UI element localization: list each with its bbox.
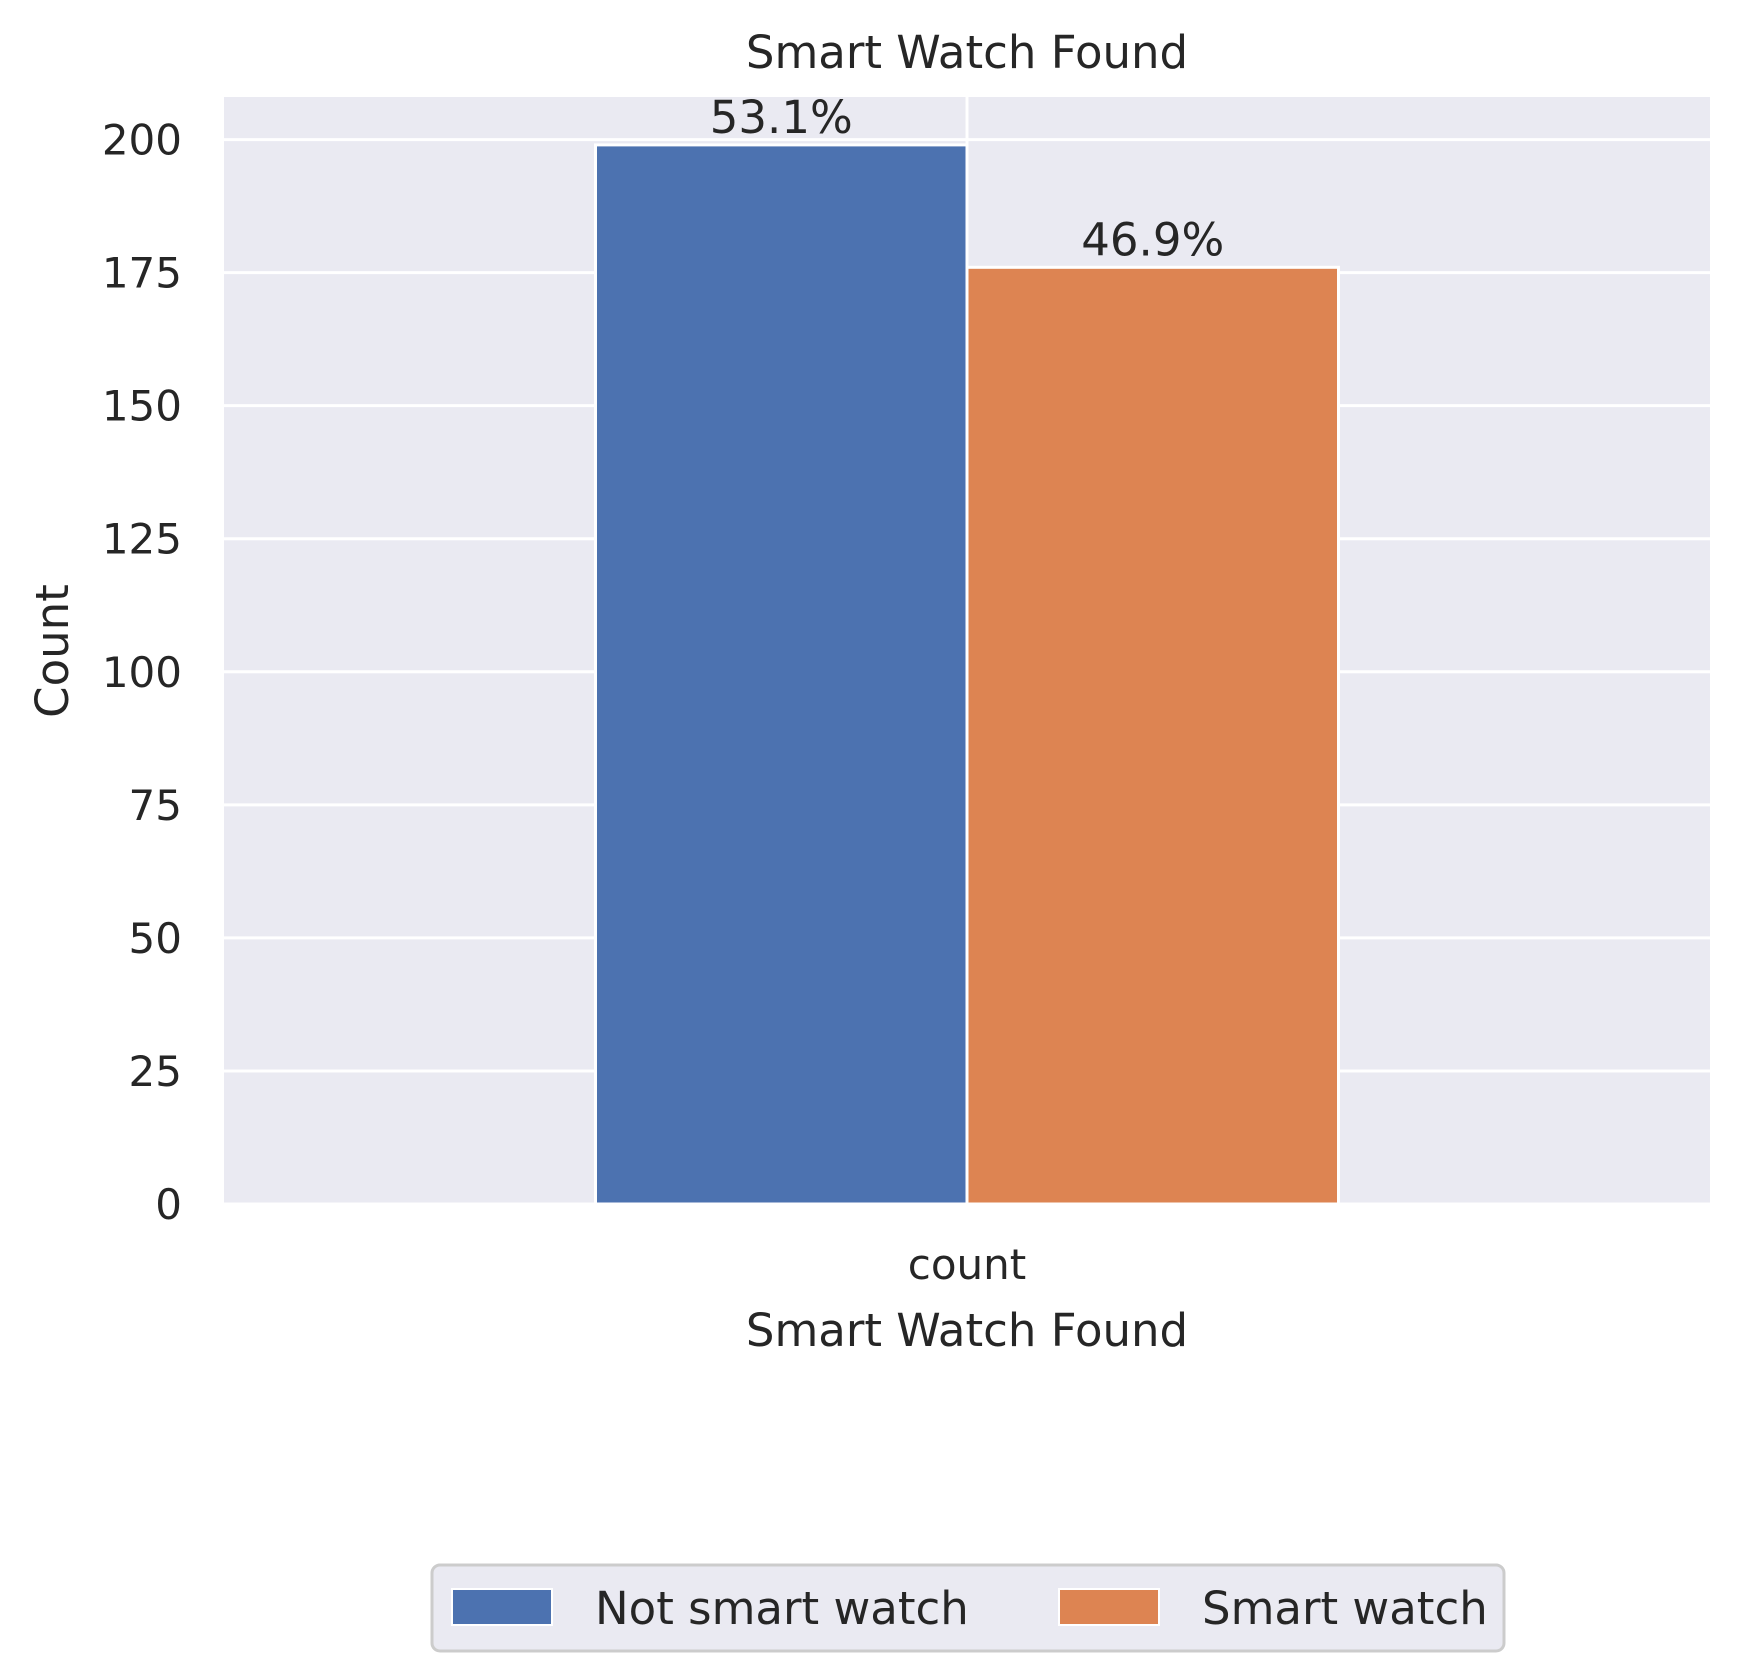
y-axis-label: Count <box>26 584 79 718</box>
bar-data-label: 46.9% <box>1081 213 1224 266</box>
y-tick-label: 50 <box>129 914 182 963</box>
y-tick-label: 25 <box>129 1047 182 1096</box>
y-tick-label: 0 <box>155 1180 182 1229</box>
bar-not-smart-watch <box>594 143 969 1206</box>
legend-swatch <box>1058 1588 1160 1626</box>
legend-label: Not smart watch <box>595 1582 969 1635</box>
x-tick-label: count <box>908 1240 1027 1289</box>
bar-labels: 53.1% 46.9% <box>710 91 1224 266</box>
y-axis-ticks: 0 25 50 75 100 125 150 175 200 <box>102 116 182 1229</box>
y-tick-label: 125 <box>102 515 182 564</box>
x-axis-ticks: count <box>908 1240 1027 1289</box>
y-tick-label: 100 <box>102 648 182 697</box>
y-tick-label: 75 <box>129 781 182 830</box>
bar-smart-watch <box>965 265 1340 1206</box>
legend-label: Smart watch <box>1202 1582 1488 1635</box>
bar-data-label: 53.1% <box>710 91 853 144</box>
y-tick-label: 150 <box>102 382 182 431</box>
legend-swatch <box>451 1588 553 1626</box>
bars <box>594 143 1340 1206</box>
y-tick-label: 175 <box>102 249 182 298</box>
chart-title: Smart Watch Found <box>746 26 1188 79</box>
legend: Not smart watch Smart watch <box>430 1563 1506 1653</box>
legend-box <box>430 1563 1506 1653</box>
y-tick-label: 200 <box>102 116 182 165</box>
x-axis-label: Smart Watch Found <box>746 1304 1188 1357</box>
